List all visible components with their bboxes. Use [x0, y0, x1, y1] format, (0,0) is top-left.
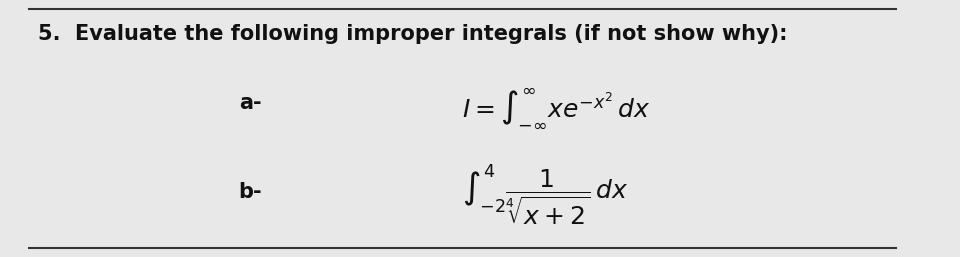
- Text: b-: b-: [238, 182, 262, 202]
- Text: a-: a-: [239, 93, 262, 113]
- Text: $\int_{-2}^{4} \dfrac{1}{\sqrt[4]{x+2}}\,dx$: $\int_{-2}^{4} \dfrac{1}{\sqrt[4]{x+2}}\…: [463, 162, 629, 227]
- Text: 5.  Evaluate the following improper integrals (if not show why):: 5. Evaluate the following improper integ…: [38, 24, 788, 44]
- Text: $I = \int_{-\infty}^{\infty} xe^{-x^2}\,dx$: $I = \int_{-\infty}^{\infty} xe^{-x^2}\,…: [463, 86, 651, 130]
